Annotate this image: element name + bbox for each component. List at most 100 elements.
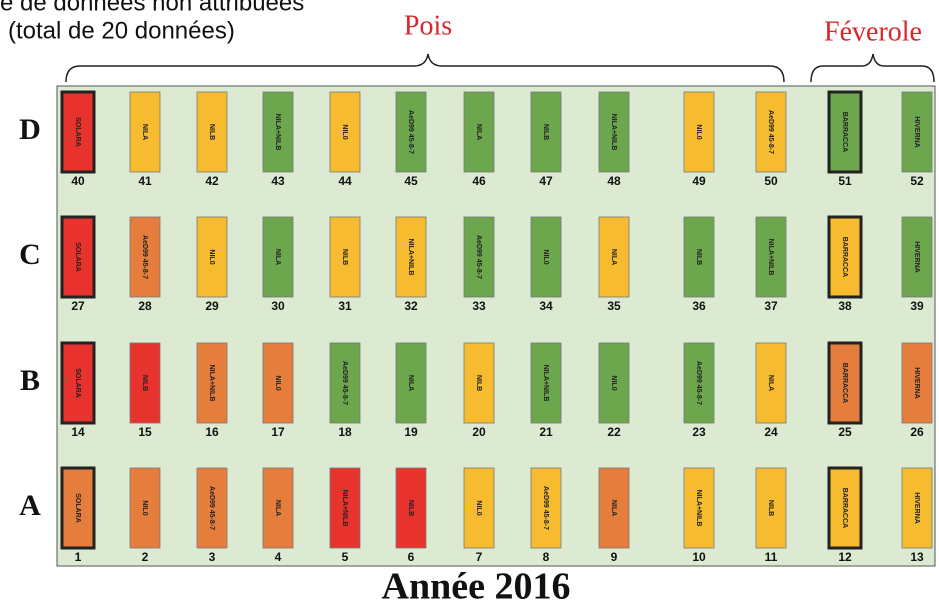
plot-label: NILA: [274, 249, 281, 265]
plot-label: SOLARA: [74, 493, 81, 523]
plot: [530, 216, 562, 298]
plot-label: NILB: [341, 249, 348, 265]
plot: [463, 91, 495, 173]
plot-number: 33: [472, 299, 486, 313]
plot-label: NILA+NILB: [274, 114, 281, 151]
plot-label: AeD99 45-8-7: [767, 110, 774, 154]
plot-label: SOLARA: [74, 242, 81, 272]
plot-label: NIL0: [475, 500, 482, 515]
plot-label: AeD99 45-8-7: [542, 486, 549, 530]
plot: [463, 342, 495, 424]
plot-number: 38: [838, 299, 852, 313]
plot-number: 14: [71, 425, 85, 439]
plot: [598, 467, 630, 549]
plot-number: 44: [338, 174, 352, 188]
plot: [196, 216, 228, 298]
plot-number: 26: [910, 425, 924, 439]
plot: [196, 467, 228, 549]
plot: [598, 91, 630, 173]
plot-number: 51: [838, 174, 852, 188]
plot-number: 25: [838, 425, 852, 439]
plot-label: NILA: [610, 249, 617, 265]
plot-label: NIL0: [610, 375, 617, 390]
plot-number: 23: [692, 425, 706, 439]
plot-label: NILA: [475, 124, 482, 140]
plot: [129, 91, 161, 173]
plot: [60, 215, 96, 299]
plot-number: 19: [404, 425, 418, 439]
plot-label: NILA+NILB: [341, 490, 348, 527]
plot: [395, 342, 427, 424]
group-label: Pois: [404, 10, 452, 41]
plot-label: NILA: [407, 375, 414, 391]
plot-label: AeD99 45-8-7: [407, 110, 414, 154]
plot: [329, 216, 361, 298]
plot-label: AeD99 45-8-7: [341, 361, 348, 405]
plot-number: 39: [910, 299, 924, 313]
plot: [129, 342, 161, 424]
plot-label: HIVERNA: [913, 116, 920, 148]
plot-label: AeD99 45-8-7: [475, 235, 482, 279]
plot-label: NILA: [767, 375, 774, 391]
row-label: D: [19, 113, 41, 146]
plot: [827, 215, 863, 299]
plot-label: NILA+NILB: [208, 365, 215, 402]
plot-label: NILB: [695, 249, 702, 265]
plot-number: 16: [205, 425, 219, 439]
plot-number: 31: [338, 299, 352, 313]
plot: [598, 216, 630, 298]
plot-number: 45: [404, 174, 418, 188]
plot-label: BARRACCA: [841, 488, 848, 528]
row-label: A: [19, 489, 41, 522]
plot-number: 48: [607, 174, 621, 188]
plot-label: AeD99 45-8-7: [695, 361, 702, 405]
plot-number: 34: [539, 299, 553, 313]
plot-number: 12: [838, 550, 852, 564]
plot-label: HIVERNA: [913, 492, 920, 524]
plot-number: 10: [692, 550, 706, 564]
plot: [262, 467, 294, 549]
plot: [329, 342, 361, 424]
plot-number: 6: [408, 550, 415, 564]
plot-label: NILB: [141, 375, 148, 391]
plot-number: 35: [607, 299, 621, 313]
plot: [395, 91, 427, 173]
plot: [755, 342, 787, 424]
plot-number: 37: [764, 299, 778, 313]
plot-number: 1: [75, 550, 82, 564]
plot-number: 46: [472, 174, 486, 188]
plot: [755, 216, 787, 298]
plot-number: 36: [692, 299, 706, 313]
plot-label: BARRACCA: [841, 237, 848, 277]
plot-label: NILB: [475, 375, 482, 391]
plot: [827, 341, 863, 425]
plot-number: 28: [138, 299, 152, 313]
plot: [683, 467, 715, 549]
plot-number: 40: [71, 174, 85, 188]
plot-number: 5: [342, 550, 349, 564]
plot-number: 9: [611, 550, 618, 564]
plot-number: 8: [543, 550, 550, 564]
row-label: C: [19, 238, 41, 271]
plot-label: NILA: [141, 124, 148, 140]
plot-number: 15: [138, 425, 152, 439]
plot-number: 41: [138, 174, 152, 188]
plot: [598, 342, 630, 424]
plot-number: 7: [476, 550, 483, 564]
plot-label: NILA+NILB: [542, 365, 549, 402]
plot-number: 17: [271, 425, 285, 439]
plot: [196, 342, 228, 424]
plot-label: AeD99 45-8-7: [208, 486, 215, 530]
plot-label: NILB: [407, 500, 414, 516]
plot: [262, 91, 294, 173]
field: [56, 85, 936, 567]
plot-number: 43: [271, 174, 285, 188]
plot: [129, 216, 161, 298]
plot: [329, 91, 361, 173]
plot: [901, 467, 933, 549]
plot: [530, 467, 562, 549]
plot: [901, 216, 933, 298]
plot-label: SOLARA: [74, 117, 81, 147]
plot: [683, 342, 715, 424]
